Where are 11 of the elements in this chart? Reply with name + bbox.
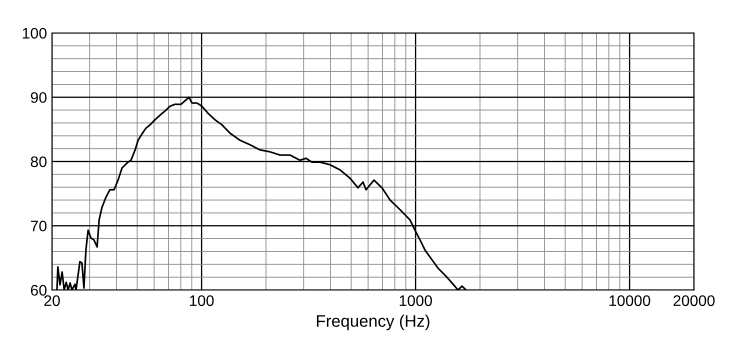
x-tick-label: 20000	[674, 295, 715, 306]
y-tick-label: 100	[22, 28, 47, 39]
y-tick-label: 70	[30, 220, 47, 232]
x-tick-label: 100	[190, 295, 214, 306]
x-tick-label: 1000	[400, 295, 432, 306]
x-axis-title: Frequency (Hz)	[316, 314, 430, 330]
y-tick-label: 80	[30, 156, 47, 168]
y-tick-label: 90	[30, 92, 47, 103]
x-tick-label: 20	[44, 295, 60, 306]
y-tick-label: 60	[30, 284, 47, 296]
x-tick-label: 10000	[610, 295, 650, 306]
